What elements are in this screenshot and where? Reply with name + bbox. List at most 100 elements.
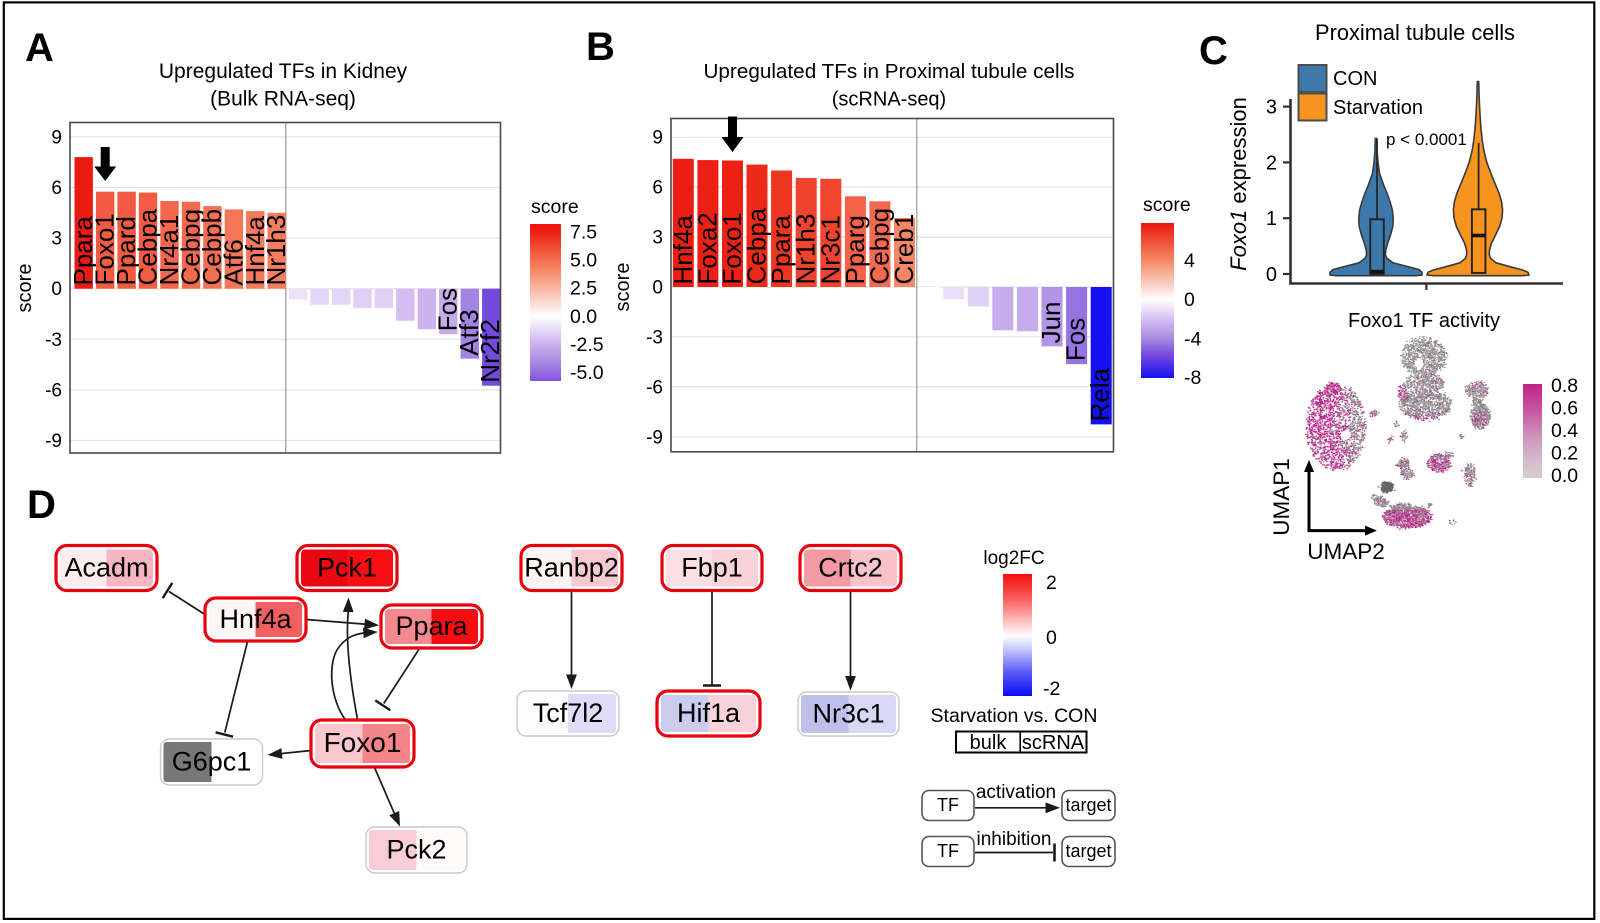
svg-text:-5.0: -5.0 bbox=[570, 362, 604, 384]
svg-text:Foxo1: Foxo1 bbox=[717, 212, 747, 284]
svg-text:0.8: 0.8 bbox=[1551, 375, 1578, 397]
svg-text:Upregulated TFs in Kidney: Upregulated TFs in Kidney bbox=[159, 60, 408, 83]
svg-text:Proximal tubule cells: Proximal tubule cells bbox=[1315, 20, 1515, 45]
svg-text:UMAP1: UMAP1 bbox=[1269, 458, 1294, 536]
svg-text:Ranbp2: Ranbp2 bbox=[524, 553, 619, 583]
svg-text:0.4: 0.4 bbox=[1551, 420, 1578, 442]
svg-text:Jun: Jun bbox=[1036, 301, 1066, 343]
svg-text:Fbp1: Fbp1 bbox=[681, 553, 743, 583]
svg-text:0: 0 bbox=[1046, 627, 1057, 649]
svg-text:score: score bbox=[14, 264, 36, 313]
svg-text:6: 6 bbox=[51, 178, 62, 199]
svg-text:TF: TF bbox=[937, 795, 959, 815]
svg-text:1: 1 bbox=[1266, 208, 1277, 230]
svg-text:inhibition: inhibition bbox=[977, 829, 1052, 850]
svg-text:Foxa2: Foxa2 bbox=[692, 212, 722, 284]
svg-text:Cebpg: Cebpg bbox=[175, 209, 205, 286]
svg-text:score: score bbox=[612, 263, 634, 312]
svg-text:score: score bbox=[531, 196, 579, 218]
svg-text:-9: -9 bbox=[646, 427, 663, 448]
svg-text:UMAP2: UMAP2 bbox=[1307, 539, 1385, 564]
svg-text:Cebpb: Cebpb bbox=[197, 209, 227, 286]
svg-text:0: 0 bbox=[51, 279, 62, 300]
svg-text:Cebpg: Cebpg bbox=[864, 208, 894, 285]
svg-text:Foxo1 TF activity: Foxo1 TF activity bbox=[1348, 310, 1500, 332]
svg-text:G6pc1: G6pc1 bbox=[172, 747, 252, 777]
svg-text:CON: CON bbox=[1333, 68, 1377, 90]
svg-text:5.0: 5.0 bbox=[570, 250, 597, 272]
svg-text:Hnf4a: Hnf4a bbox=[240, 216, 270, 286]
svg-text:Upregulated TFs in Proximal tu: Upregulated TFs in Proximal tubule cells bbox=[703, 60, 1074, 83]
svg-text:Crtc2: Crtc2 bbox=[818, 553, 883, 583]
svg-text:-6: -6 bbox=[45, 380, 62, 401]
svg-text:Starvation vs. CON: Starvation vs. CON bbox=[931, 705, 1098, 727]
svg-text:p < 0.0001: p < 0.0001 bbox=[1386, 130, 1467, 149]
svg-text:0.6: 0.6 bbox=[1551, 398, 1578, 420]
svg-text:Ppara: Ppara bbox=[766, 215, 796, 285]
svg-text:Cebpa: Cebpa bbox=[742, 207, 772, 284]
svg-text:Atf3: Atf3 bbox=[454, 309, 484, 355]
svg-text:Tcf7l2: Tcf7l2 bbox=[533, 698, 604, 728]
svg-text:target: target bbox=[1065, 841, 1111, 861]
svg-text:-2: -2 bbox=[1043, 678, 1060, 700]
svg-text:0.0: 0.0 bbox=[570, 306, 597, 328]
svg-text:2.5: 2.5 bbox=[570, 278, 597, 300]
svg-text:4: 4 bbox=[1184, 250, 1195, 272]
svg-text:Fos: Fos bbox=[432, 288, 462, 331]
svg-text:(Bulk RNA-seq): (Bulk RNA-seq) bbox=[210, 88, 356, 111]
svg-text:Nr1h3: Nr1h3 bbox=[791, 214, 821, 285]
svg-text:9: 9 bbox=[652, 128, 663, 149]
svg-text:D: D bbox=[27, 483, 56, 527]
svg-text:Foxo1: Foxo1 bbox=[324, 727, 402, 758]
svg-text:Foxo1: Foxo1 bbox=[90, 213, 120, 285]
svg-text:Fos: Fos bbox=[1061, 318, 1091, 361]
svg-text:2: 2 bbox=[1266, 152, 1277, 174]
svg-text:A: A bbox=[25, 26, 54, 70]
svg-text:TF: TF bbox=[937, 841, 959, 861]
svg-text:target: target bbox=[1065, 795, 1111, 815]
svg-text:-6: -6 bbox=[646, 377, 663, 398]
svg-text:Nr3c1: Nr3c1 bbox=[815, 215, 845, 284]
svg-text:bulk: bulk bbox=[970, 732, 1008, 754]
svg-text:Hnf4a: Hnf4a bbox=[219, 604, 292, 634]
svg-text:-2.5: -2.5 bbox=[570, 334, 604, 356]
svg-text:-3: -3 bbox=[646, 327, 663, 348]
svg-text:Atf6: Atf6 bbox=[218, 239, 248, 285]
svg-text:3: 3 bbox=[1266, 97, 1277, 119]
svg-text:0: 0 bbox=[1184, 289, 1195, 311]
svg-text:B: B bbox=[586, 25, 615, 69]
svg-text:0.0: 0.0 bbox=[1551, 465, 1578, 487]
svg-text:C: C bbox=[1199, 29, 1228, 73]
svg-text:-9: -9 bbox=[45, 431, 62, 452]
svg-text:3: 3 bbox=[51, 229, 62, 250]
svg-text:Hnf4a: Hnf4a bbox=[668, 215, 698, 285]
svg-text:6: 6 bbox=[652, 178, 663, 199]
svg-text:Pparg: Pparg bbox=[840, 215, 870, 284]
svg-text:Nr4a1: Nr4a1 bbox=[154, 215, 184, 286]
svg-text:0: 0 bbox=[652, 278, 663, 299]
svg-text:score: score bbox=[1143, 194, 1191, 216]
svg-text:9: 9 bbox=[51, 127, 62, 148]
svg-text:Rela: Rela bbox=[1085, 367, 1115, 421]
svg-text:0.2: 0.2 bbox=[1551, 443, 1578, 465]
svg-text:Ppard: Ppard bbox=[111, 216, 141, 285]
svg-text:(scRNA-seq): (scRNA-seq) bbox=[832, 89, 946, 111]
svg-text:Pck1: Pck1 bbox=[317, 553, 377, 583]
svg-text:Hif1a: Hif1a bbox=[677, 698, 741, 728]
svg-text:7.5: 7.5 bbox=[570, 222, 597, 244]
svg-text:scRNA: scRNA bbox=[1022, 732, 1085, 754]
svg-text:Ppara: Ppara bbox=[395, 611, 468, 641]
svg-text:Nr1h3: Nr1h3 bbox=[261, 215, 291, 286]
svg-text:Foxo1 expression: Foxo1 expression bbox=[1226, 97, 1251, 271]
svg-text:0: 0 bbox=[1266, 264, 1277, 286]
svg-text:Nr3c1: Nr3c1 bbox=[812, 699, 884, 729]
svg-text:-8: -8 bbox=[1184, 367, 1201, 389]
svg-text:3: 3 bbox=[652, 228, 663, 249]
svg-text:-4: -4 bbox=[1184, 328, 1201, 350]
svg-text:-3: -3 bbox=[45, 330, 62, 351]
svg-text:2: 2 bbox=[1046, 572, 1057, 594]
svg-text:log2FC: log2FC bbox=[983, 548, 1044, 569]
svg-text:Acadm: Acadm bbox=[64, 553, 148, 583]
svg-text:Creb1: Creb1 bbox=[889, 214, 919, 285]
svg-text:activation: activation bbox=[976, 782, 1056, 803]
